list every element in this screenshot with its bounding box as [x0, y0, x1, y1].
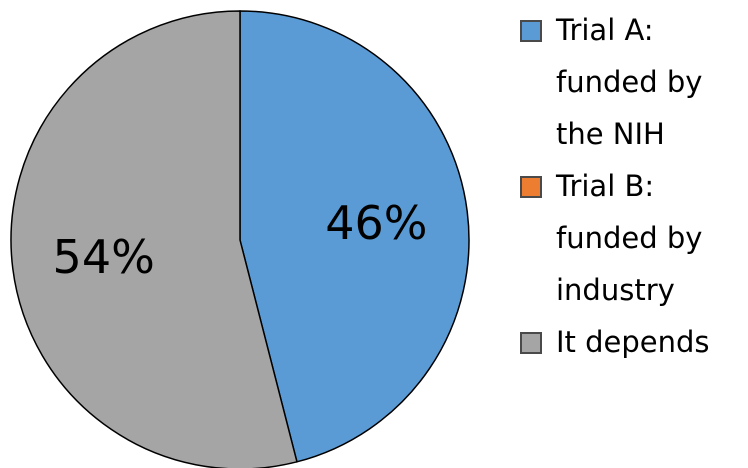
data-label-trial-a-funded-by-the-nih: 46%: [325, 196, 427, 250]
pie-slice-it-depends: [10, 10, 298, 468]
data-label-it-depends: 54%: [53, 230, 155, 284]
legend-label-line: Trial B:: [556, 169, 655, 203]
legend-item-trial-b-funded-by-industry: Trial B: funded by industry: [520, 166, 748, 322]
legend-swatch-trial-b-funded-by-industry: [520, 176, 542, 198]
legend-item-it-depends: It depends: [520, 322, 748, 374]
legend-label-line: industry: [556, 273, 675, 307]
pie-value-labels: 46% 54%: [53, 196, 428, 284]
legend-label-line: funded by: [556, 221, 703, 255]
pie-slices: [10, 10, 470, 468]
pie-slice-trial-a-funded-by-the-nih: [239, 10, 470, 463]
legend-swatch-trial-a-funded-by-the-nih: [520, 20, 542, 42]
pie-chart: 46% 54%: [10, 10, 470, 468]
legend-label-line: the NIH: [556, 117, 665, 151]
legend-label-line: Trial A:: [556, 13, 654, 47]
legend-label-line: funded by: [556, 65, 703, 99]
legend-label-line: It depends: [556, 325, 710, 359]
legend-item-trial-a-funded-by-the-nih: Trial A: funded by the NIH: [520, 10, 748, 166]
legend-swatch-it-depends: [520, 332, 542, 354]
